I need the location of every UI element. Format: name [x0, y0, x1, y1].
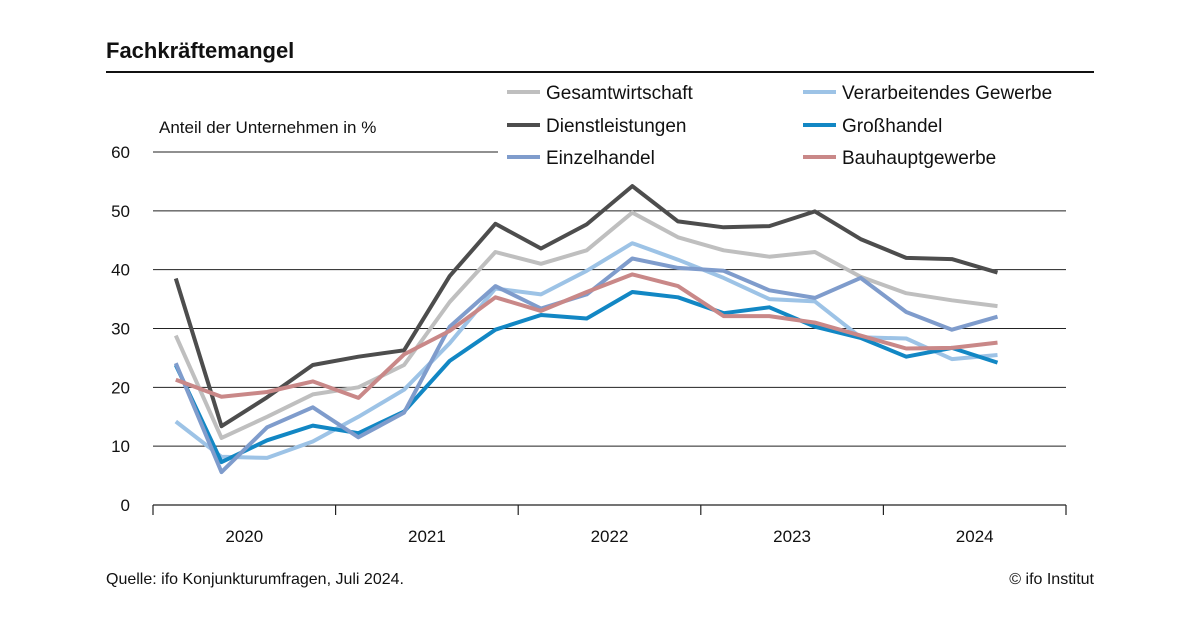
legend-label: Großhandel — [842, 116, 942, 137]
y-tick-label: 60 — [111, 143, 130, 162]
title-rule — [106, 71, 1094, 73]
series-line-1 — [174, 241, 998, 460]
legend-label: Einzelhandel — [546, 148, 655, 169]
y-tick-label: 30 — [111, 320, 130, 339]
series-line-5 — [175, 272, 998, 400]
legend-item-0: Gesamtwirtschaft — [507, 83, 693, 104]
legend-label: Dienstleistungen — [546, 116, 686, 137]
legend-item-5: Bauhauptgewerbe — [803, 148, 996, 169]
y-tick-label: 0 — [121, 496, 130, 515]
legend-item-3: Großhandel — [803, 116, 942, 137]
legend-label: Verarbeitendes Gewerbe — [842, 83, 1052, 104]
legend-label: Gesamtwirtschaft — [546, 83, 693, 104]
legend-item-1: Verarbeitendes Gewerbe — [803, 83, 1052, 104]
y-tick-label: 50 — [111, 202, 130, 221]
gridlines — [153, 151, 1066, 447]
source-note: Quelle: ifo Konjunkturumfragen, Juli 202… — [106, 571, 404, 588]
y-axis-title: Anteil der Unternehmen in % — [159, 118, 376, 137]
x-tick-label: 2020 — [225, 527, 263, 546]
x-tick-label: 2021 — [408, 527, 446, 546]
legend-item-2: Dienstleistungen — [507, 116, 686, 137]
legend-label: Bauhauptgewerbe — [842, 148, 996, 169]
x-tick-label: 2022 — [591, 527, 629, 546]
y-axis: Anteil der Unternehmen in % 0 10 20 30 40 50 6… — [111, 118, 376, 515]
copyright: © ifo Institut — [1009, 571, 1094, 588]
x-tick-label: 2024 — [956, 527, 994, 546]
series-line-4 — [173, 256, 999, 475]
x-tick-label: 2023 — [773, 527, 811, 546]
y-tick-label: 10 — [111, 437, 130, 456]
x-axis: 2020 2021 2022 2023 2024 — [152, 504, 1067, 546]
series-line-3 — [173, 290, 999, 465]
y-tick-label: 20 — [111, 378, 130, 397]
series-lines — [173, 184, 999, 475]
y-tick-label: 40 — [111, 261, 130, 280]
series-line-2 — [173, 184, 999, 429]
legend: Gesamtwirtschaft Verarbeitendes Gewerbe Di… — [507, 83, 1052, 169]
chart-title: Fachkräftemangel — [106, 38, 295, 63]
legend-item-4: Einzelhandel — [507, 148, 655, 169]
